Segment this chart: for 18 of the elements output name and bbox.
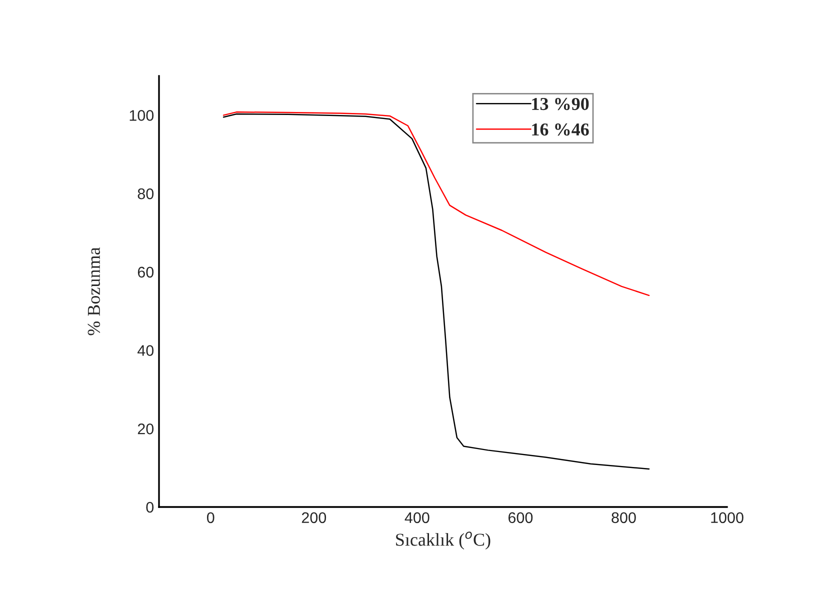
x-tick-label: 600 xyxy=(508,512,533,524)
line-series xyxy=(222,111,650,296)
x-tick-label: 0 xyxy=(206,512,214,524)
x-tick-label: 800 xyxy=(612,512,636,524)
x-tick-label: 1000 xyxy=(711,512,744,524)
legend-label: 16 %46 xyxy=(532,123,589,136)
legend-label: 13 %90 xyxy=(532,98,589,110)
y-tick-label: 40 xyxy=(138,345,154,356)
y-tick-label: 100 xyxy=(130,110,154,121)
x-tick-label: 200 xyxy=(302,512,326,524)
line-series xyxy=(222,113,650,470)
y-tick-label: 0 xyxy=(146,502,154,513)
y-tick-label: 80 xyxy=(138,188,154,200)
y-tick-label: 20 xyxy=(138,424,154,434)
y-tick-label: 60 xyxy=(138,266,154,278)
y-axis-title: % Bozunma xyxy=(88,247,100,336)
x-tick-label: 400 xyxy=(404,512,430,524)
x-axis-title: Sıcaklık ($^{o}$C) xyxy=(396,532,490,550)
